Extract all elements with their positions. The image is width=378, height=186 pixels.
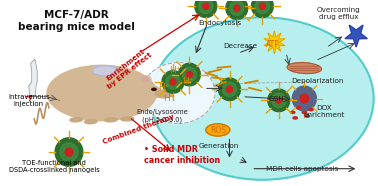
Ellipse shape — [126, 84, 161, 100]
Text: Decrease: Decrease — [223, 43, 257, 49]
Ellipse shape — [55, 138, 83, 166]
Ellipse shape — [93, 66, 118, 76]
Ellipse shape — [195, 0, 217, 17]
Text: Combined therapy: Combined therapy — [102, 113, 175, 145]
Ellipse shape — [140, 76, 151, 83]
Ellipse shape — [222, 82, 237, 97]
Ellipse shape — [60, 143, 78, 161]
Circle shape — [152, 88, 156, 90]
Text: Endocytosis: Endocytosis — [198, 20, 241, 26]
Circle shape — [309, 108, 313, 111]
Polygon shape — [264, 31, 285, 54]
Ellipse shape — [65, 148, 73, 156]
Circle shape — [297, 107, 301, 109]
Ellipse shape — [105, 118, 117, 122]
Polygon shape — [345, 25, 367, 47]
Ellipse shape — [182, 67, 197, 82]
Ellipse shape — [292, 86, 316, 111]
Text: Intravenous
injection: Intravenous injection — [8, 94, 50, 107]
Text: H⁺: H⁺ — [164, 94, 175, 103]
Ellipse shape — [85, 120, 97, 124]
Ellipse shape — [162, 71, 184, 93]
Text: TOE-functional and
DSDA-crosslinked nanogels: TOE-functional and DSDA-crosslinked nano… — [9, 160, 100, 173]
Circle shape — [302, 111, 307, 113]
Ellipse shape — [203, 3, 209, 9]
Ellipse shape — [166, 75, 180, 89]
Ellipse shape — [300, 94, 309, 103]
Ellipse shape — [121, 117, 134, 121]
Ellipse shape — [142, 62, 215, 124]
Ellipse shape — [178, 63, 200, 86]
Ellipse shape — [230, 1, 244, 15]
Ellipse shape — [170, 79, 176, 85]
Ellipse shape — [226, 0, 248, 19]
Text: Overcoming
drug efflux: Overcoming drug efflux — [317, 7, 361, 20]
Text: MCF-7/ADR
bearing mice model: MCF-7/ADR bearing mice model — [18, 10, 135, 31]
Text: Generation: Generation — [198, 143, 239, 149]
Ellipse shape — [70, 118, 82, 122]
Text: • Solid MDR
cancer inhibition: • Solid MDR cancer inhibition — [144, 145, 220, 165]
Ellipse shape — [142, 77, 149, 81]
Polygon shape — [29, 60, 37, 97]
Ellipse shape — [186, 71, 192, 78]
Text: ATP: ATP — [266, 40, 280, 49]
Ellipse shape — [151, 17, 374, 180]
Ellipse shape — [251, 0, 273, 17]
Circle shape — [206, 124, 230, 136]
Ellipse shape — [272, 93, 286, 108]
Ellipse shape — [255, 0, 270, 14]
Text: H⁺: H⁺ — [158, 83, 170, 92]
Circle shape — [293, 117, 297, 119]
Text: ROS: ROS — [211, 126, 226, 135]
Ellipse shape — [259, 3, 265, 9]
Text: Depolarization: Depolarization — [291, 78, 343, 84]
Text: H⁺: H⁺ — [182, 77, 193, 86]
Ellipse shape — [234, 5, 240, 11]
Text: GSH: GSH — [269, 96, 285, 102]
Circle shape — [290, 111, 295, 113]
Ellipse shape — [47, 65, 156, 121]
Ellipse shape — [276, 97, 282, 104]
Ellipse shape — [218, 78, 240, 101]
Text: DOX
enrichment: DOX enrichment — [304, 105, 345, 118]
Ellipse shape — [155, 90, 173, 98]
Circle shape — [305, 115, 310, 117]
Ellipse shape — [226, 86, 232, 92]
Ellipse shape — [287, 63, 322, 74]
Ellipse shape — [268, 89, 290, 112]
Text: Enrichment
by EPR effect: Enrichment by EPR effect — [102, 46, 153, 90]
Text: MDR cells apoptosis: MDR cells apoptosis — [266, 166, 339, 172]
Text: Endo/Lysosome
(pH 5.0-6.0): Endo/Lysosome (pH 5.0-6.0) — [136, 109, 188, 123]
Text: H⁺: H⁺ — [169, 66, 181, 75]
Ellipse shape — [199, 0, 213, 14]
